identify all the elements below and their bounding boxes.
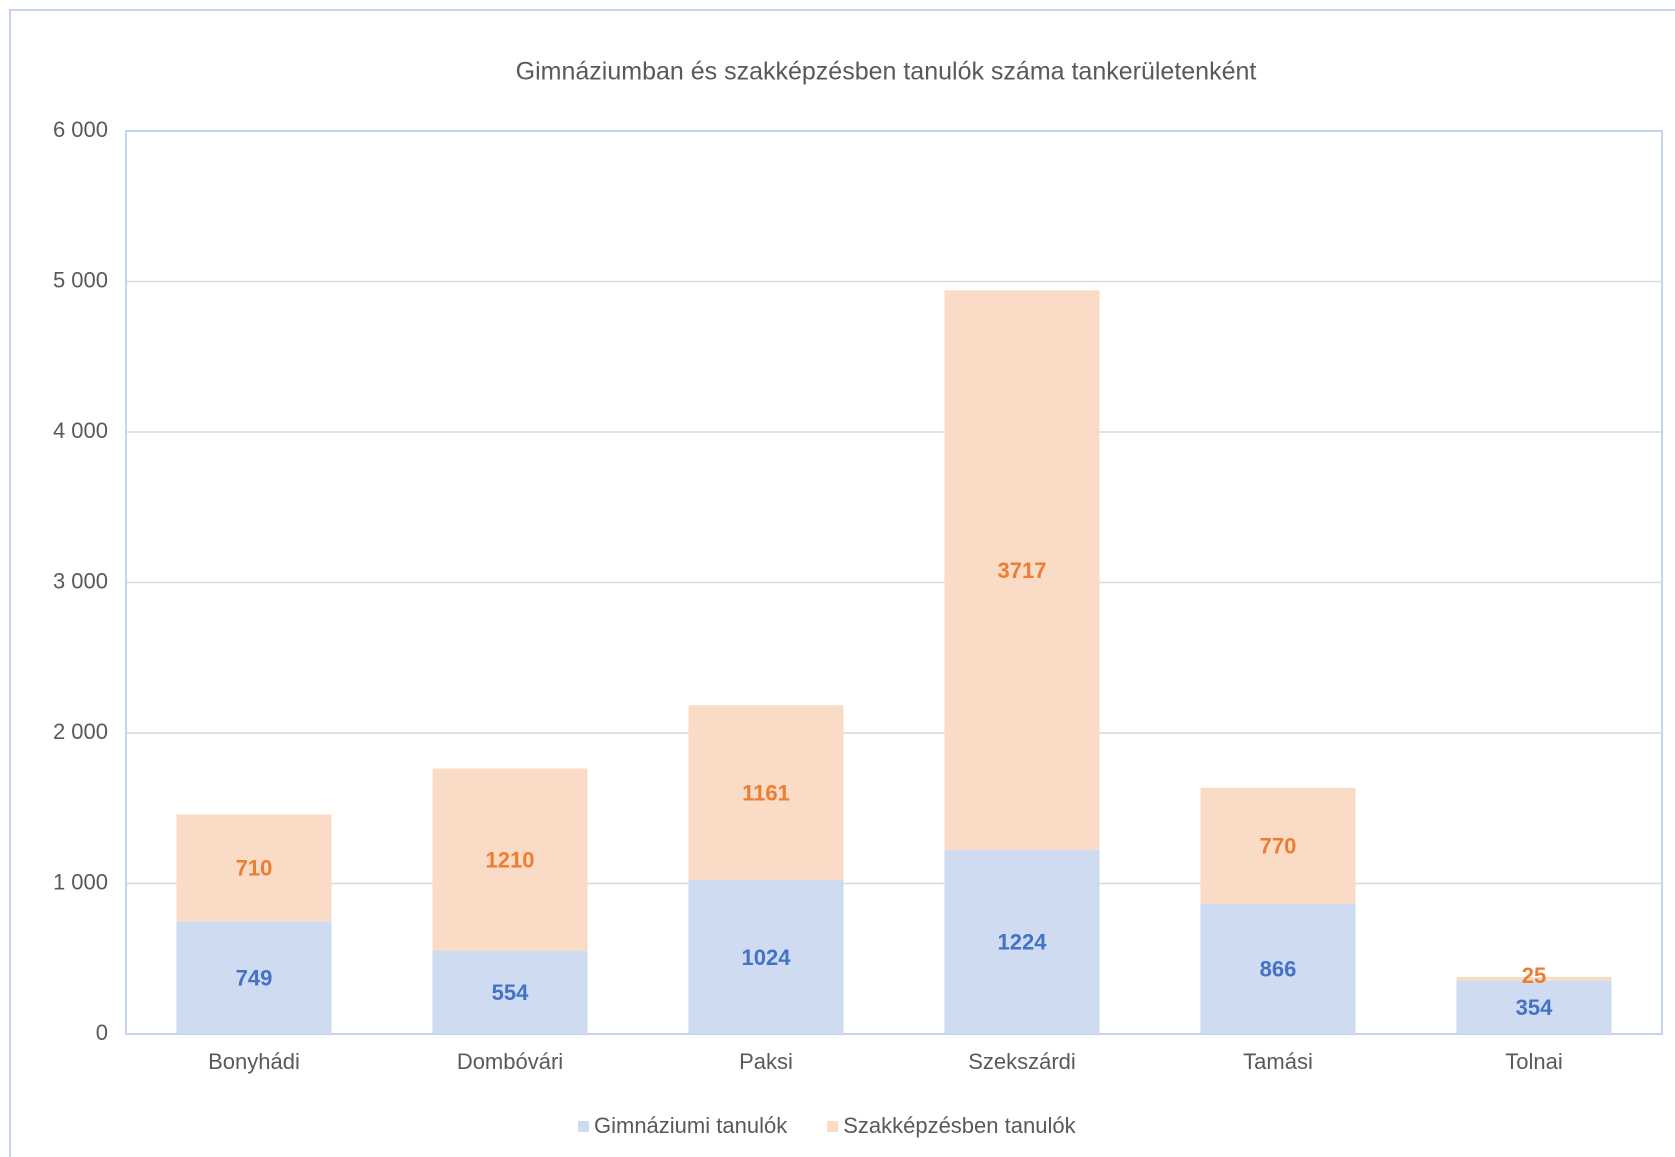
- bar-segment: [944, 849, 1100, 1034]
- chart-border: [9, 9, 1675, 1157]
- data-label: 710: [236, 856, 273, 881]
- data-label: 1224: [998, 930, 1048, 955]
- bar-segment: [1456, 980, 1612, 1034]
- bar-segment: [1456, 976, 1612, 981]
- legend-swatch: [827, 1121, 839, 1132]
- bar-segment: [1200, 787, 1356, 904]
- bar-segment: [176, 921, 332, 1034]
- bar-segment: [1200, 903, 1356, 1034]
- y-tick-label: 6 000: [53, 117, 108, 142]
- data-label: 1161: [742, 780, 790, 805]
- y-tick-label: 0: [96, 1020, 108, 1045]
- bar-segment: [688, 879, 844, 1034]
- y-tick-label: 3 000: [53, 568, 108, 593]
- x-tick-label: Tamási: [1243, 1049, 1313, 1074]
- bar-segment: [432, 768, 588, 951]
- data-label: 1024: [742, 945, 792, 970]
- y-tick-label: 5 000: [53, 267, 108, 292]
- data-label: 866: [1260, 957, 1297, 982]
- data-label: 749: [236, 965, 273, 990]
- legend-label: Szakképzésben tanulók: [843, 1113, 1076, 1138]
- bar-segment: [432, 950, 588, 1034]
- data-label: 770: [1260, 834, 1297, 859]
- chart-title: Gimnáziumban és szakképzésben tanulók sz…: [516, 58, 1257, 86]
- plot-border: [125, 130, 1663, 1035]
- y-tick-label: 1 000: [53, 869, 108, 894]
- bar-segment: [944, 290, 1100, 850]
- x-tick-label: Paksi: [739, 1049, 793, 1074]
- bar-segment: [688, 705, 844, 880]
- y-tick-label: 4 000: [53, 418, 108, 443]
- data-label: 554: [492, 980, 529, 1005]
- x-tick-label: Dombóvári: [457, 1049, 563, 1074]
- x-tick-label: Bonyhádi: [208, 1049, 300, 1074]
- x-tick-label: Szekszárdi: [968, 1049, 1076, 1074]
- data-label: 25: [1522, 963, 1546, 988]
- legend-swatch: [578, 1121, 589, 1132]
- x-tick-label: Tolnai: [1505, 1049, 1562, 1074]
- bar-segment: [176, 814, 332, 922]
- y-tick-label: 2 000: [53, 719, 108, 744]
- data-label: 1210: [486, 847, 535, 872]
- legend-label: Gimnáziumi tanulók: [594, 1113, 788, 1138]
- data-label: 3717: [998, 558, 1047, 583]
- data-label: 354: [1516, 995, 1553, 1020]
